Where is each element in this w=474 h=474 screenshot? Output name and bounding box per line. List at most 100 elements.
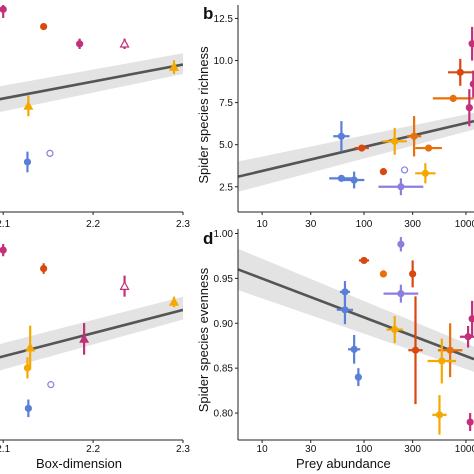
panel-b-x-tick-label: 300 — [404, 219, 421, 230]
panel-b-circle-marker — [449, 94, 457, 103]
panel-c-triangle-marker — [79, 333, 90, 343]
panel-d-y-tick-label: 0.95 — [214, 274, 234, 285]
panel-b-data-point — [406, 116, 422, 157]
panel-d-data-point — [348, 334, 361, 364]
panel-d-data-point — [354, 368, 362, 387]
panel-b-data-point — [329, 174, 354, 182]
panel-a-data-point — [0, 5, 7, 18]
panel-b-y-tick-label: 12.5 — [214, 14, 234, 25]
panel-c-x-tick-label: 2.1 — [0, 444, 11, 455]
panel-d-circle-marker — [341, 288, 349, 296]
panel-b-circle-marker — [337, 132, 346, 140]
panel-d-x-tick-label: 100 — [356, 444, 373, 455]
panel-d-xlabel: Prey abundance — [296, 456, 391, 471]
panel-c-triangle-marker — [25, 342, 36, 352]
panel-d-data-point — [386, 316, 403, 344]
panel-a-data-point — [119, 38, 130, 49]
panel-d-y-tick-label: 0.85 — [214, 364, 234, 375]
panel-c-x-tick-label: 2.3 — [176, 444, 190, 455]
panel-b-data-point — [354, 144, 369, 152]
panel-a-plot: 2.1 2.2 2.3 — [0, 5, 190, 230]
panel-c-circle-marker — [40, 264, 48, 273]
panel-d-circle-marker — [435, 411, 444, 419]
panel-d-data-point — [336, 295, 354, 325]
panel-a-circle-marker — [23, 158, 32, 166]
panel-d-circle-marker — [468, 315, 474, 323]
panel-c-circle-marker — [24, 404, 32, 412]
panel-b-data-point — [448, 58, 473, 86]
panel-d-y-tick-label: 0.80 — [214, 409, 234, 420]
panel-d-circle-marker — [379, 270, 388, 278]
panel-c-data-point — [40, 263, 48, 274]
panel-d-data-point — [409, 260, 417, 288]
panel-d-data-point — [379, 270, 388, 278]
panel-b-circle-marker — [400, 166, 409, 174]
panel-d-circle-marker — [354, 373, 362, 381]
panel-b-circle-marker — [391, 137, 399, 145]
panel-a-triangle-marker — [23, 100, 34, 110]
panel-a-circle-marker — [76, 40, 84, 48]
panel-b-circle-marker — [337, 174, 346, 182]
panel-c-x-tick-label: 2.2 — [86, 444, 100, 455]
panel-b-y-tick-label: 7.5 — [219, 98, 233, 109]
panel-d-circle-marker — [409, 270, 417, 278]
panel-b-circle-marker — [469, 80, 474, 88]
panel-c-circle-marker — [23, 364, 32, 372]
panel-d-circle-marker — [438, 357, 446, 365]
panel-b-data-point — [378, 178, 424, 196]
panel-d-circle-marker — [464, 333, 472, 341]
panel-b-data-point — [415, 163, 436, 184]
panel-b-circle-marker — [379, 168, 388, 176]
panel-b-y-tick-label: 5.0 — [219, 140, 233, 151]
panel-a-data-point — [168, 60, 180, 74]
panel-d-circle-marker — [350, 345, 358, 353]
panel-d-circle-marker — [446, 346, 454, 354]
panel-d-circle-marker — [360, 256, 368, 265]
panel-letter-d: d — [203, 229, 213, 248]
panel-c-plot: 2.1 2.2 2.3 — [0, 243, 190, 455]
panel-b-plot-area — [238, 26, 474, 196]
panel-d-confidence-band — [238, 248, 474, 372]
panel-d-x-tick-label: 30 — [305, 444, 317, 455]
panel-b-circle-marker — [468, 40, 474, 48]
panel-b-y-tick-label: 2.5 — [219, 182, 233, 193]
panel-c-data-point — [0, 243, 7, 257]
panel-d-data-point — [383, 284, 419, 303]
panel-c-data-point — [24, 399, 32, 418]
panel-c-data-point — [79, 323, 90, 355]
panel-c-data-point — [25, 325, 36, 370]
panel-d-circle-marker — [397, 290, 405, 298]
panel-b-y-tick-label: 10.0 — [214, 56, 234, 67]
panel-d-x-tick-label: 10 — [257, 444, 269, 455]
panel-c-data-point — [119, 275, 130, 297]
panel-b-x-tick-label: 30 — [305, 219, 317, 230]
panel-d-data-point — [427, 338, 457, 384]
panel-c-xlabel: Box-dimension — [36, 456, 122, 471]
panel-a-data-point — [46, 149, 54, 157]
panel-c-circle-marker — [47, 381, 55, 389]
panel-a-x-tick-label: 2.3 — [176, 219, 190, 230]
panel-b-data-point — [432, 94, 474, 103]
panel-b-x-tick-label: 10 — [257, 219, 269, 230]
panel-b-data-point — [379, 168, 388, 176]
panel-c-triangle-marker — [168, 296, 180, 306]
panel-d-ylabel: Spider species evenness — [196, 267, 211, 412]
panel-b-data-point — [382, 127, 407, 155]
panel-letter-b: b — [203, 4, 213, 23]
panel-a-x-tick-label: 2.1 — [0, 219, 11, 230]
panel-d-data-point — [397, 237, 405, 252]
panel-a-circle-marker — [0, 5, 7, 13]
panel-b-circle-marker — [397, 183, 405, 191]
panel-b-circle-marker — [465, 104, 473, 112]
panel-b-data-point — [333, 121, 350, 152]
panel-a-data-point — [23, 151, 32, 173]
panel-a-data-point — [40, 22, 48, 31]
panel-a-triangle-marker — [119, 38, 130, 48]
panel-d-circle-marker — [466, 418, 474, 426]
panel-d-data-point — [432, 395, 447, 435]
panel-a-triangle-marker — [168, 61, 180, 71]
panel-a-plot-area — [0, 5, 183, 173]
